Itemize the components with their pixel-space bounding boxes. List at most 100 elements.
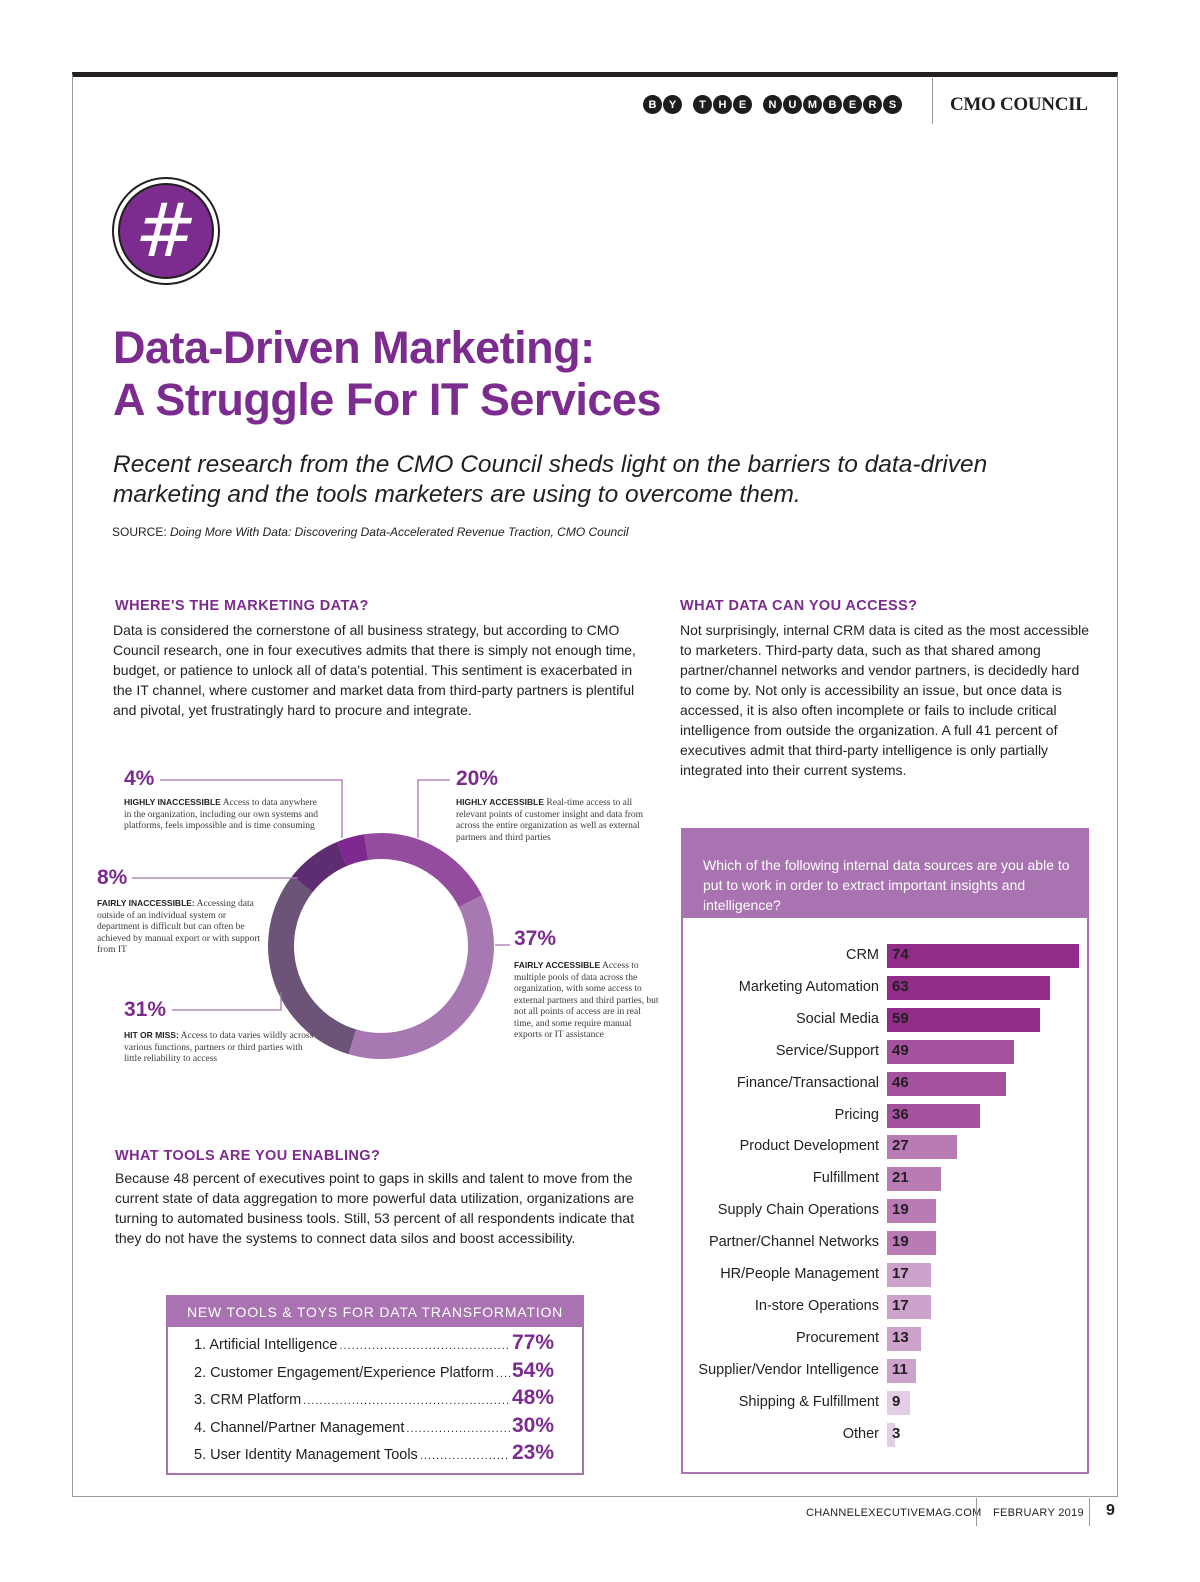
bar-value-label: 19 (892, 1233, 909, 1251)
bar-row: Product Development 27 (683, 1135, 1087, 1160)
bar-label: Finance/Transactional (736, 1074, 879, 1091)
bar-row: Social Media 59 (683, 1007, 1087, 1032)
badge-letter: S (883, 95, 902, 114)
tools-table-title: NEW TOOLS & TOYS FOR DATA TRANSFORMATION (168, 1297, 582, 1327)
brand-logo: CMO COUNCIL (950, 94, 1088, 115)
tools-row-value: 48% (511, 1386, 554, 1409)
bar-chart-question: Which of the following internal data sou… (683, 830, 1087, 918)
donut-label-text: Access to data varies wildly across vari… (124, 1031, 314, 1064)
donut-label-text: Real-time access to all relevant points … (456, 798, 644, 843)
bar (887, 1231, 937, 1256)
page-title: Data-Driven Marketing: A Struggle For IT… (113, 322, 661, 426)
title-line-2: A Struggle For IT Services (113, 374, 661, 425)
badge-letter: H (713, 95, 732, 114)
bar-value-label: 17 (892, 1296, 909, 1314)
section-heading-where: WHERE'S THE MARKETING DATA? (115, 598, 369, 614)
bar-row: Supply Chain Operations 19 (683, 1199, 1087, 1224)
bar (887, 1422, 895, 1447)
donut-label-desc: FAIRLY ACCESSIBLE Access to multiple poo… (514, 960, 659, 1042)
tools-table-row: 2. Customer Engagement/Experience Platfo… (194, 1359, 554, 1387)
bar (887, 1039, 1015, 1064)
header-divider (932, 78, 933, 124)
tools-row-value: 77% (511, 1331, 554, 1354)
bar-label: In-store Operations (754, 1297, 879, 1314)
tools-row-label: 1. Artificial Intelligence (194, 1337, 338, 1353)
tools-table-row: 1. Artificial Intelligence..............… (194, 1331, 554, 1359)
bar-row: Pricing 36 (683, 1103, 1087, 1128)
bar-value-label: 63 (892, 977, 909, 995)
source-prefix: SOURCE: (112, 525, 171, 539)
bar-value-label: 36 (892, 1105, 909, 1123)
bar-label: Supply Chain Operations (717, 1202, 879, 1219)
bar-value-label: 13 (892, 1328, 909, 1346)
donut-label-pct: 20% (456, 767, 499, 790)
tools-row-value: 23% (511, 1441, 554, 1464)
bar-value-label: 21 (892, 1169, 909, 1187)
tools-row-value: 54% (511, 1358, 554, 1382)
bar-label: Marketing Automation (738, 978, 879, 995)
donut-label-title: FAIRLY ACCESSIBLE (514, 960, 601, 970)
bar (887, 1135, 958, 1160)
donut-label-pct: 4% (124, 767, 155, 790)
tools-row-label: 4. Channel/Partner Management (194, 1419, 405, 1436)
donut-label-text: Accessing data outside of an individual … (97, 899, 261, 955)
page-number: 9 (1106, 1502, 1115, 1519)
bar-row: HR/People Management 17 (683, 1263, 1087, 1287)
bar-value-label: 59 (892, 1009, 909, 1027)
tools-row-value: 30% (511, 1413, 554, 1437)
tools-row-label: 3. CRM Platform (194, 1392, 302, 1408)
badge-letter: N (763, 95, 782, 114)
donut-label-title: HIT OR MISS: (124, 1030, 179, 1040)
badge-letter: E (843, 95, 862, 114)
bar-label: HR/People Management (720, 1266, 879, 1282)
tools-row-dots: ........................................… (303, 1395, 510, 1407)
donut-label-text: Access to data anywhere in the organizat… (124, 798, 319, 831)
tools-row-label: 5. User Identity Management Tools (194, 1447, 418, 1463)
footer-site: CHANNELEXECUTIVEMAG.COM (806, 1507, 982, 1519)
donut-label-desc: HIGHLY INACCESSIBLE Access to data anywh… (124, 797, 324, 833)
section-body-access: Not surprisingly, internal CRM data is c… (680, 622, 1090, 778)
badge-letter: B (823, 95, 842, 114)
bar (887, 1263, 932, 1287)
donut-label-pct: 31% (124, 998, 167, 1021)
bar (887, 1199, 937, 1224)
donut-label-pct: 37% (514, 927, 557, 950)
bar-label: CRM (845, 947, 879, 963)
tools-row-dots: ........................................… (406, 1422, 510, 1435)
bar-row: Partner/Channel Networks 19 (683, 1231, 1087, 1256)
bar-value-label: 27 (892, 1137, 909, 1155)
section-heading-access: WHAT DATA CAN YOU ACCESS? (680, 598, 918, 614)
hashtag-icon: # (112, 177, 220, 285)
title-line-1: Data-Driven Marketing: (113, 322, 595, 373)
bar-label: Service/Support (775, 1042, 879, 1059)
bar-row: Fulfillment 21 (683, 1167, 1087, 1192)
badge-letter: U (783, 95, 802, 114)
bar-label: Shipping & Fulfillment (738, 1393, 879, 1410)
tools-row-dots: ........................................… (419, 1450, 510, 1462)
donut-label-title: HIGHLY INACCESSIBLE (124, 797, 221, 807)
badge-letter: E (733, 95, 752, 114)
bar (887, 944, 1079, 968)
bar-row: Supplier/Vendor Intelligence 11 (683, 1358, 1087, 1383)
bar-label: Product Development (739, 1138, 879, 1155)
tools-table-row: 5. User Identity Management Tools.......… (194, 1441, 554, 1469)
bar-value-label: 19 (892, 1201, 909, 1219)
page-frame (72, 72, 1118, 1497)
bar (887, 1390, 911, 1415)
tools-table-row: 4. Channel/Partner Management...........… (194, 1414, 554, 1442)
bar-label: Fulfillment (812, 1170, 879, 1187)
bar-label: Partner/Channel Networks (708, 1234, 879, 1251)
source-citation: SOURCE: Doing More With Data: Discoverin… (112, 525, 629, 539)
subtitle: Recent research from the CMO Council she… (113, 451, 988, 508)
bar-value-label: 49 (892, 1041, 909, 1059)
bar-label: Other (842, 1425, 879, 1442)
tools-table-row: 3. CRM Platform.........................… (194, 1386, 554, 1414)
bar (887, 1294, 932, 1319)
tools-row-dots: ........................................… (495, 1367, 510, 1380)
bar-chart: Which of the following internal data sou… (681, 828, 1089, 1474)
bar (887, 1358, 916, 1383)
bar-value-label: 17 (892, 1265, 909, 1282)
